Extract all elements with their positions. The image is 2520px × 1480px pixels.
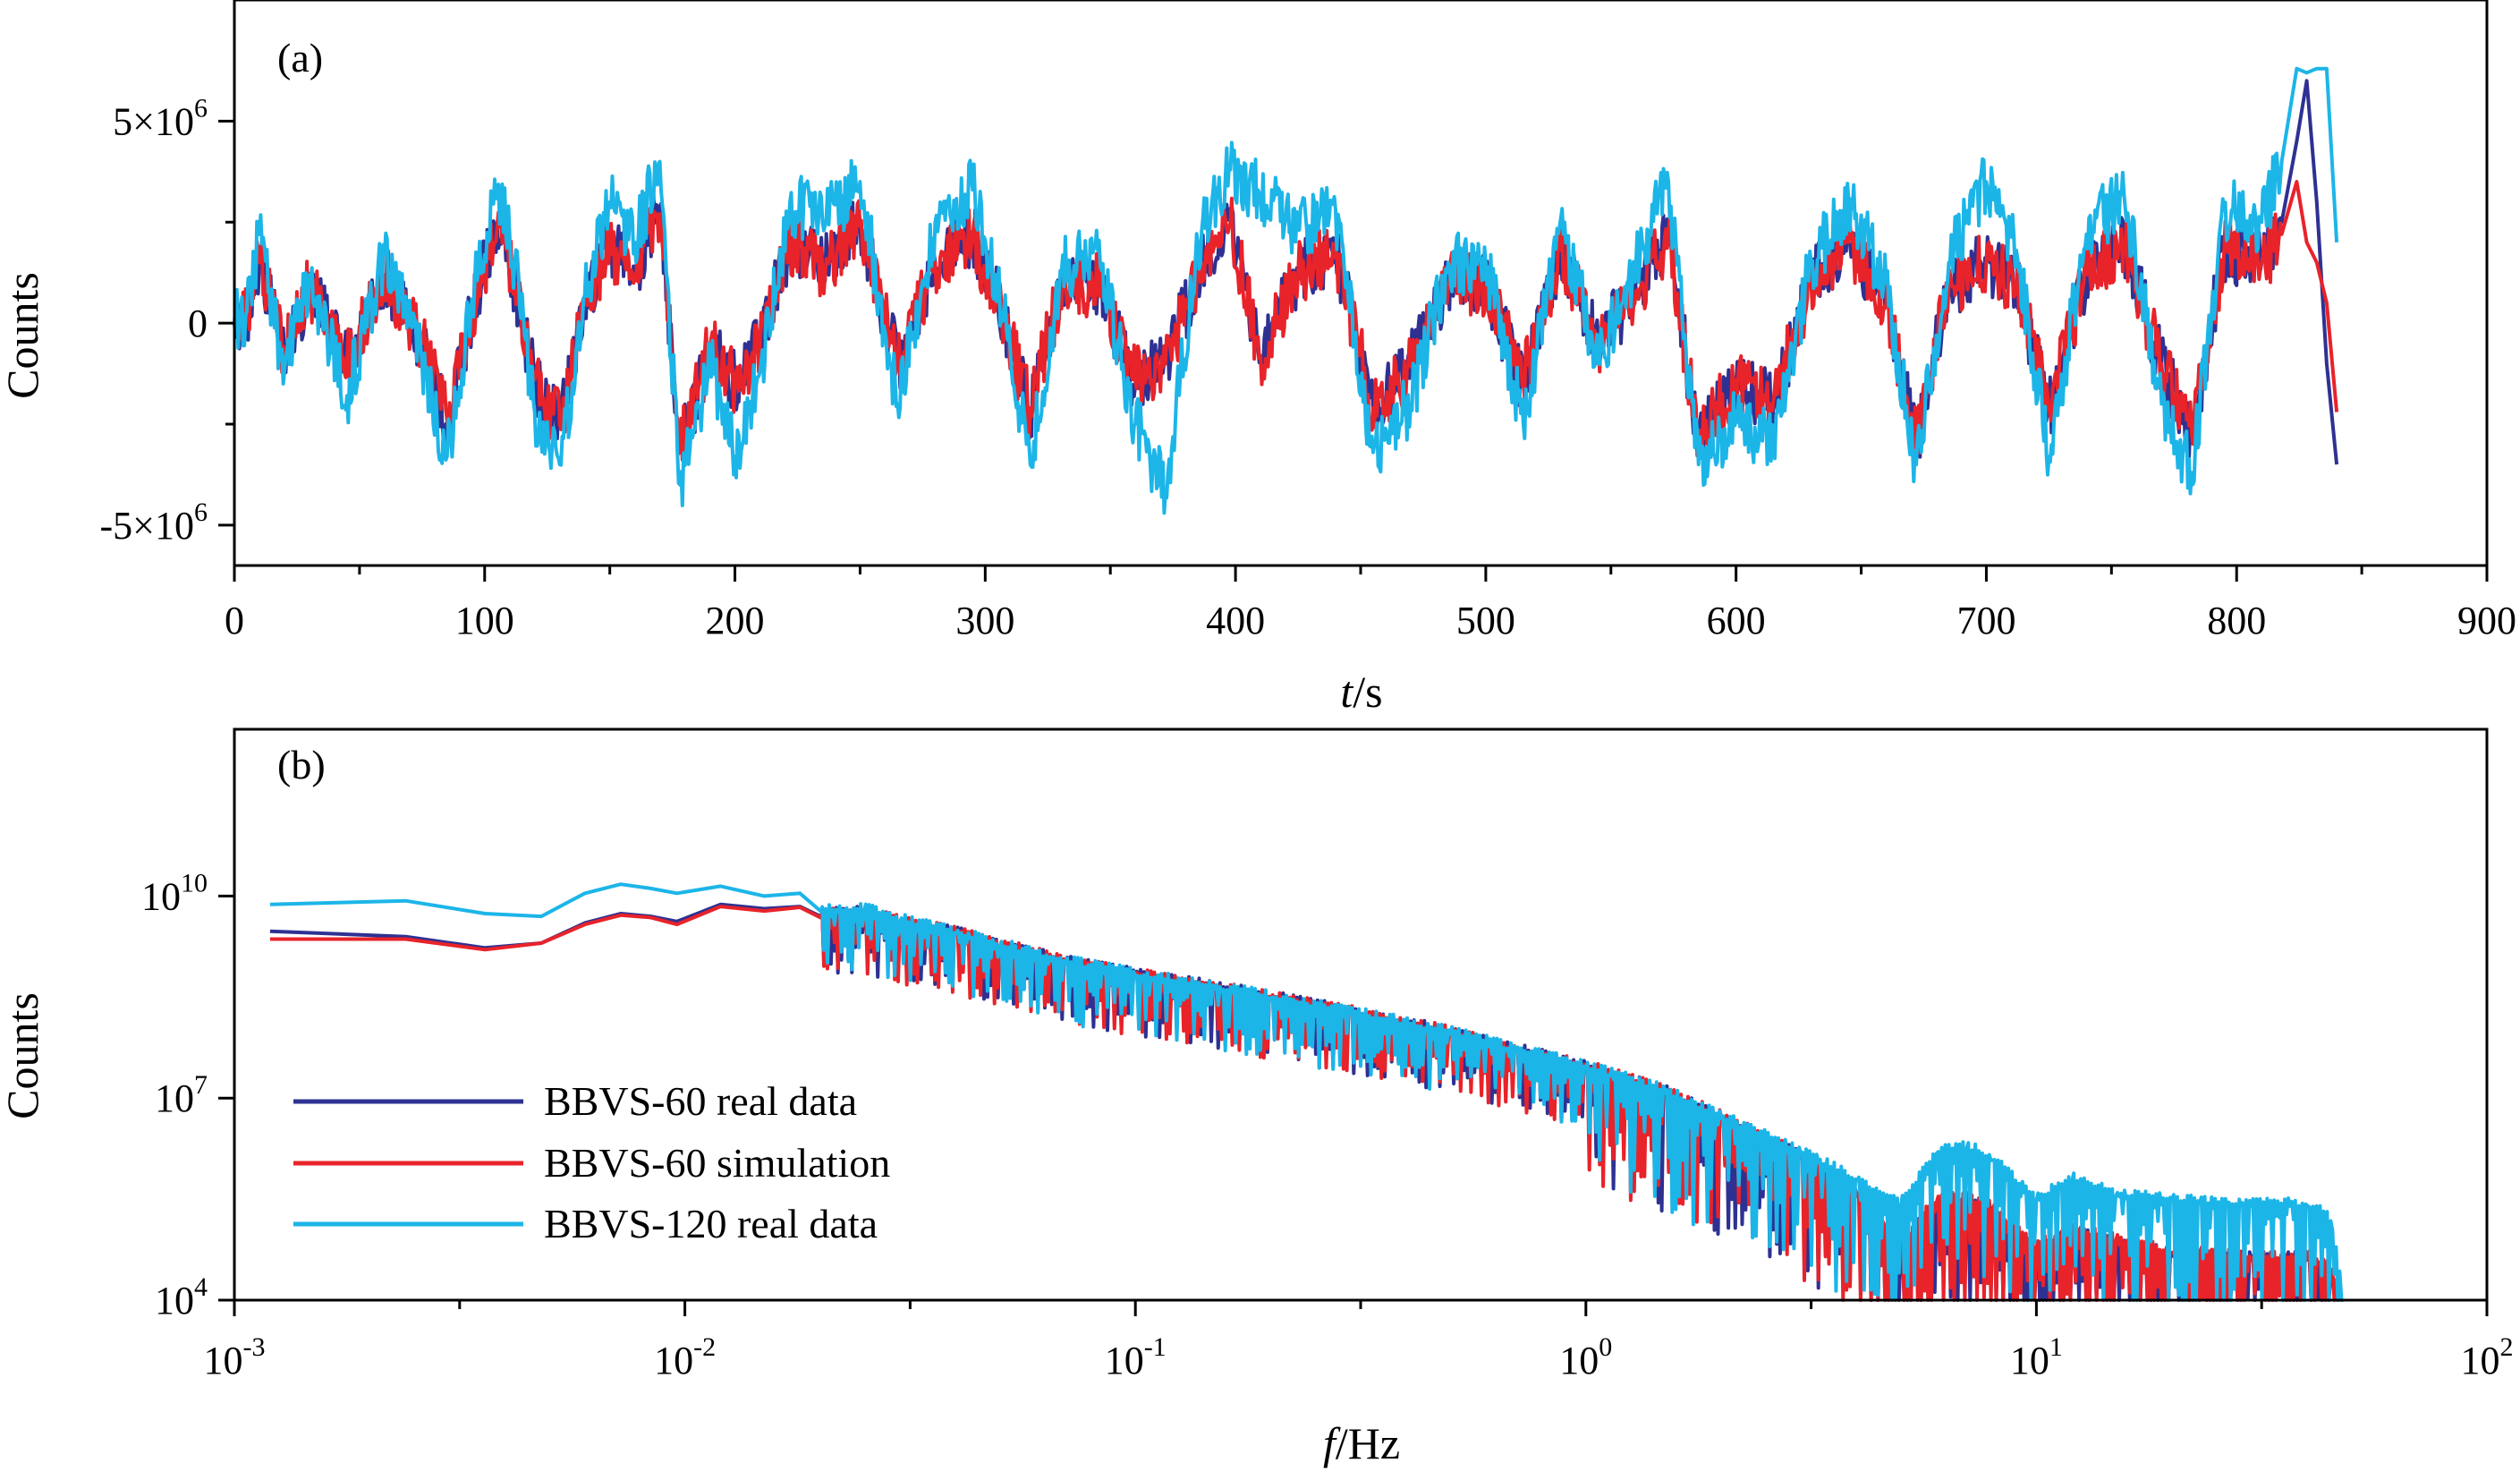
panel-a-x-tick-label: 800 [2207, 599, 2266, 642]
legend-label-bbvs120-real: BBVS-120 real data [544, 1201, 878, 1246]
panel-b-x-ticks: 10-3 10-2 10-1 100 101 102 [204, 1300, 2514, 1382]
panel-b-x-tick-label: 10-1 [1105, 1332, 1167, 1382]
panel-b-y-tick-label: 104 [155, 1272, 208, 1323]
panel-b-y-axis-title: Counts [0, 992, 47, 1119]
panel-a-x-tick-label: 0 [225, 599, 244, 642]
panel-b-label: (b) [277, 742, 326, 787]
panel-b-x-tick-label: 10-3 [204, 1332, 266, 1382]
panel-b-series-group [269, 882, 2344, 1302]
panel-a-x-tick-label: 600 [1707, 599, 1766, 642]
panel-b: 10-3 10-2 10-1 100 101 102 104 107 1010 (b) Cou… [0, 727, 2514, 1468]
panel-b-y-tick-label: 107 [155, 1070, 208, 1120]
panel-a-x-tick-label: 100 [455, 599, 514, 642]
panel-a-series-line-2 [233, 66, 2339, 515]
panel-b-x-tick-label: 10-2 [654, 1332, 716, 1382]
panel-a-x-tick-label: 900 [2457, 599, 2516, 642]
panel-a-x-tick-label: 700 [1956, 599, 2015, 642]
panel-b-x-tick-label: 101 [2010, 1332, 2063, 1382]
panel-a-y-tick-label: 5×106 [113, 93, 208, 143]
panel-b-y-ticks: 104 107 1010 [141, 868, 234, 1323]
panel-b-x-axis-title: f/Hz [1323, 1418, 1400, 1468]
panel-b-series-line-2 [269, 882, 2344, 1302]
legend-label-bbvs60-simulation: BBVS-60 simulation [544, 1140, 890, 1186]
panel-b-y-tick-label: 1010 [141, 868, 208, 918]
legend-label-bbvs60-real: BBVS-60 real data [544, 1078, 857, 1124]
panel-a-y-ticks: 5×106 0 -5×106 [100, 93, 234, 548]
panel-a: 0 100 200 300 400 500 600 700 800 900 5×106 0 -5×10… [0, 0, 2516, 717]
panel-a-x-ticks: 0 100 200 300 400 500 600 700 800 900 [225, 566, 2516, 642]
panel-a-x-tick-label: 200 [706, 599, 765, 642]
panel-a-frame [233, 0, 2489, 567]
panel-a-x-axis-title: t/s [1340, 667, 1382, 717]
panel-a-y-tick-label: -5×106 [100, 498, 208, 548]
panel-a-y-axis-title: Counts [0, 272, 47, 399]
panel-b-x-tick-label: 100 [1559, 1332, 1612, 1382]
panel-a-series-group [233, 66, 2339, 515]
panel-a-y-tick-label: 0 [188, 302, 208, 345]
legend: BBVS-60 real data BBVS-60 simulation BBV… [293, 1078, 890, 1246]
panel-a-x-tick-label: 400 [1206, 599, 1265, 642]
panel-a-label: (a) [277, 35, 323, 81]
panel-a-x-tick-label: 300 [955, 599, 1014, 642]
panel-a-x-tick-label: 500 [1456, 599, 1515, 642]
panel-b-x-tick-label: 102 [2461, 1332, 2514, 1382]
